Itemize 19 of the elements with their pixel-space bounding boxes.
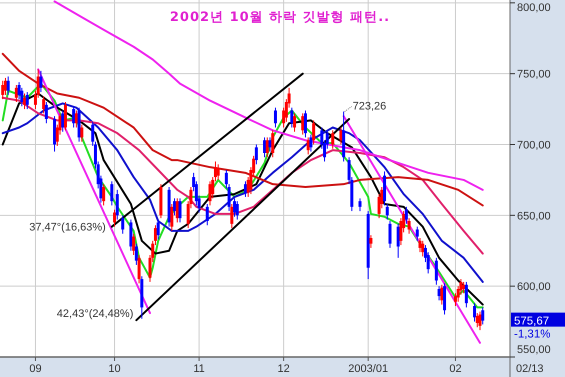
x-tick-label: 09	[29, 363, 42, 375]
x-tick-label: 2003/01	[348, 363, 388, 375]
text: 575,67	[514, 316, 550, 328]
text: 2002년 10월 하락 깃발형 패턴..	[170, 10, 390, 25]
y-tick-label: 700,00	[517, 140, 551, 152]
y-tick-label: 600,00	[517, 281, 551, 294]
text: 02/13	[516, 363, 544, 375]
x-tick-label: 02	[449, 363, 462, 375]
annotation: 42,43°(24,48%)	[56, 308, 134, 320]
x-tick-label: 11	[193, 363, 205, 375]
x-tick-label: 12	[278, 363, 290, 375]
y-tick-label: 550,00	[517, 344, 551, 356]
annotation: 723,26	[352, 100, 386, 113]
x-tick-label: 10	[108, 363, 121, 375]
annotation: 37,47°(16,63%)	[29, 222, 106, 234]
text: -1,31%	[514, 328, 550, 341]
y-tick-label: 800,00	[517, 2, 551, 14]
y-tick-label: 750,00	[517, 68, 551, 81]
y-tick-label: 650,00	[517, 210, 551, 222]
